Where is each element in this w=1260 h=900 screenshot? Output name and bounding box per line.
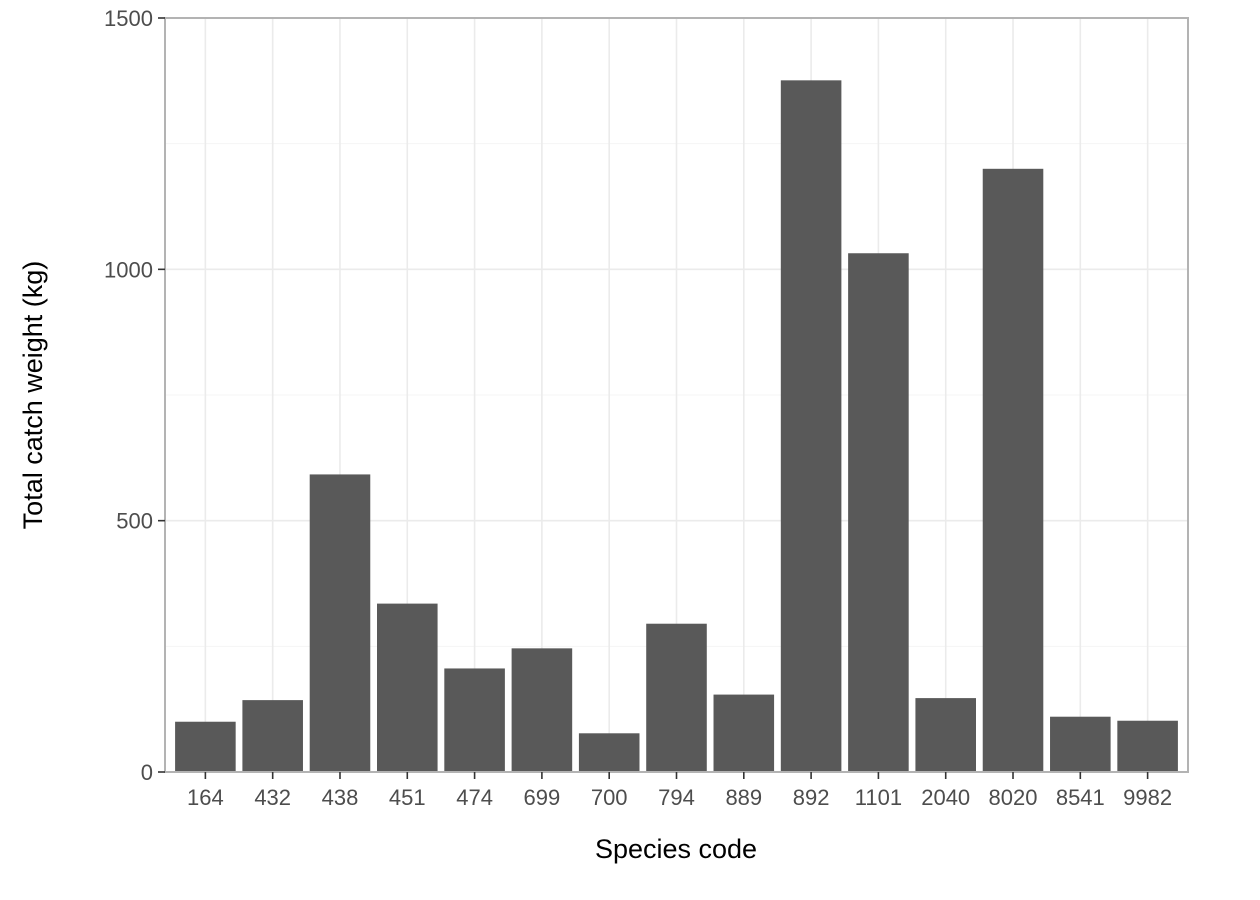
y-tick-label: 500 xyxy=(116,509,153,534)
x-tick-label-892: 892 xyxy=(793,785,830,810)
x-tick-label-794: 794 xyxy=(658,785,695,810)
x-tick-label-9982: 9982 xyxy=(1123,785,1172,810)
bar-164 xyxy=(175,721,236,772)
y-axis-title: Total catch weight (kg) xyxy=(18,261,48,530)
x-tick-label-889: 889 xyxy=(725,785,762,810)
x-tick-label-699: 699 xyxy=(524,785,561,810)
x-tick-label-432: 432 xyxy=(254,785,291,810)
x-axis-title: Species code xyxy=(595,834,757,864)
bar-8541 xyxy=(1050,716,1111,772)
x-tick-label-1101: 1101 xyxy=(855,785,902,810)
x-tick-label-8541: 8541 xyxy=(1056,785,1105,810)
bar-794 xyxy=(646,623,707,772)
bar-700 xyxy=(578,733,640,772)
x-tick-label-451: 451 xyxy=(389,785,426,810)
x-tick-label-474: 474 xyxy=(456,785,493,810)
bar-451 xyxy=(377,603,438,772)
x-tick-label-700: 700 xyxy=(591,785,628,810)
bar-892 xyxy=(780,80,842,772)
bars xyxy=(175,80,1178,773)
y-tick-label: 1500 xyxy=(104,6,153,31)
bar-432 xyxy=(242,700,303,772)
bar-9982 xyxy=(1117,720,1178,772)
y-tick-label: 0 xyxy=(141,760,153,785)
bar-2040 xyxy=(915,698,976,772)
x-tick-label-438: 438 xyxy=(322,785,359,810)
bar-438 xyxy=(309,474,371,772)
x-tick-label-164: 164 xyxy=(187,785,224,810)
bar-8020 xyxy=(982,168,1044,773)
y-tick-label: 1000 xyxy=(104,257,153,282)
x-tick-label-2040: 2040 xyxy=(921,785,970,810)
bar-699 xyxy=(511,648,573,772)
x-axis: 164 432 438 451 474 699 700 794 889 892 1101 2040 80… xyxy=(187,772,1172,810)
bar-889 xyxy=(713,694,775,772)
y-axis: 0 500 1000 1500 xyxy=(104,6,165,785)
bar-474 xyxy=(444,668,505,772)
bar-1101 xyxy=(848,253,909,773)
x-tick-label-8020: 8020 xyxy=(989,785,1038,810)
